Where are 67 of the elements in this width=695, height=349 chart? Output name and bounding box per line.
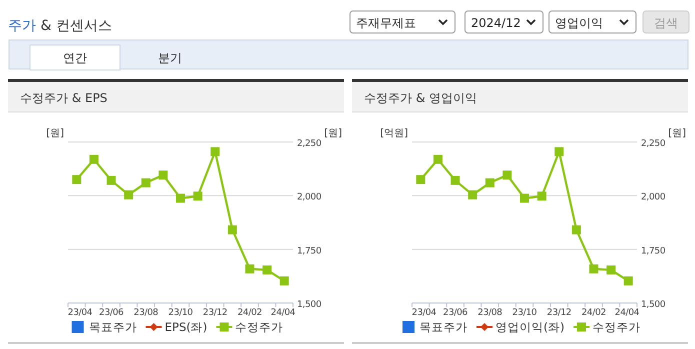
text: 주재무제표 bbox=[356, 16, 416, 30]
point bbox=[520, 194, 529, 203]
legend-label: 수정주가 bbox=[592, 320, 640, 334]
x-tick-label: 23/10 bbox=[512, 308, 538, 318]
y2-tick-label: 1,750 bbox=[641, 246, 666, 256]
point bbox=[606, 265, 616, 274]
point bbox=[554, 147, 564, 156]
legend-label: 목표주가 bbox=[88, 320, 137, 334]
point bbox=[433, 154, 442, 164]
y-axis-title: [원] bbox=[46, 128, 64, 139]
x-tick-label: 24/04 bbox=[614, 308, 640, 318]
point bbox=[468, 190, 478, 200]
point bbox=[106, 176, 116, 185]
text: 검색 bbox=[654, 16, 678, 30]
chart-title: 수정주가 & EPS bbox=[20, 91, 108, 105]
point bbox=[176, 194, 185, 203]
y2-axis-title: [원] bbox=[324, 128, 342, 139]
y2-tick-label: 1,500 bbox=[297, 300, 322, 310]
point bbox=[537, 192, 546, 201]
point bbox=[141, 178, 150, 188]
chart-title: 수정주가 & 영업이익 bbox=[364, 91, 477, 105]
point bbox=[589, 264, 598, 274]
point bbox=[158, 170, 168, 180]
y2-axis-title: [원] bbox=[668, 128, 686, 139]
x-tick-label: 24/02 bbox=[238, 308, 262, 318]
text: 주가 & 컨센서스 bbox=[8, 18, 112, 34]
x-tick-label: 23/06 bbox=[443, 308, 468, 318]
point bbox=[416, 175, 426, 184]
y2-tick-label: 1,500 bbox=[641, 300, 666, 310]
point bbox=[485, 178, 494, 188]
x-tick-label: 23/12 bbox=[202, 308, 228, 318]
point bbox=[245, 264, 254, 274]
point bbox=[262, 265, 272, 274]
x-tick-label: 23/12 bbox=[546, 308, 572, 318]
y2-tick-label: 1,750 bbox=[297, 246, 322, 256]
y2-tick-label: 2,000 bbox=[641, 192, 666, 203]
text: 분기 bbox=[158, 51, 182, 65]
point bbox=[502, 170, 512, 180]
x-tick-label: 23/06 bbox=[99, 308, 124, 318]
legend-label: 영업이익(좌) bbox=[496, 320, 564, 334]
x-tick-label: 23/08 bbox=[478, 308, 503, 318]
legend-label: 수정주가 bbox=[235, 320, 284, 334]
point bbox=[193, 192, 202, 201]
point bbox=[450, 176, 460, 185]
point bbox=[89, 154, 98, 164]
x-tick-label: 23/08 bbox=[134, 308, 159, 318]
legend-label: 목표주가 bbox=[420, 320, 468, 334]
point bbox=[228, 225, 237, 234]
text: 영업이익 bbox=[555, 16, 603, 30]
y2-tick-label: 2,250 bbox=[297, 139, 322, 149]
text: 연간 bbox=[63, 51, 87, 65]
point bbox=[572, 225, 581, 234]
x-tick-label: 24/04 bbox=[270, 308, 296, 318]
y2-tick-label: 2,250 bbox=[641, 139, 666, 149]
point bbox=[72, 175, 82, 184]
x-tick-label: 24/02 bbox=[582, 308, 606, 318]
point bbox=[280, 276, 289, 286]
point bbox=[624, 276, 633, 286]
legend-label: EPS(좌) bbox=[164, 320, 208, 334]
text: 2024/12 bbox=[471, 16, 521, 30]
y-axis-title: [억원] bbox=[380, 128, 408, 139]
point bbox=[210, 147, 220, 156]
x-tick-label: 23/10 bbox=[168, 308, 194, 318]
x-tick-label: 23/04 bbox=[412, 308, 437, 318]
point bbox=[124, 190, 134, 200]
y2-tick-label: 2,000 bbox=[297, 192, 322, 203]
x-tick-label: 23/04 bbox=[68, 308, 93, 318]
